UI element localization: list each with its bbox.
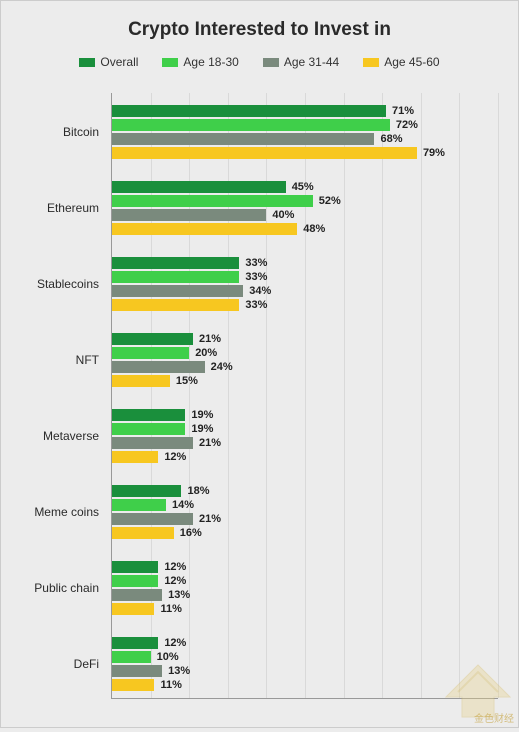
chart-title: Crypto Interested to Invest in — [21, 19, 498, 41]
gridline — [344, 93, 345, 698]
legend-item: Age 18-30 — [162, 55, 238, 69]
bar — [112, 561, 158, 573]
category-label: Metaverse — [43, 429, 99, 443]
bar-value-label: 21% — [199, 437, 221, 449]
bar — [112, 665, 162, 677]
bar — [112, 209, 266, 221]
bar-value-label: 68% — [380, 133, 402, 145]
category-label: Stablecoins — [37, 277, 99, 291]
category-label: DeFi — [74, 657, 99, 671]
bar — [112, 679, 154, 691]
bar-value-label: 10% — [157, 651, 179, 663]
bar — [112, 271, 239, 283]
legend-label: Age 18-30 — [183, 55, 238, 69]
legend: Overall Age 18-30 Age 31-44 Age 45-60 — [21, 55, 498, 69]
category-label: NFT — [76, 353, 99, 367]
bar — [112, 147, 417, 159]
bar — [112, 423, 185, 435]
bar — [112, 195, 313, 207]
bar — [112, 485, 181, 497]
legend-swatch — [363, 58, 379, 67]
bar-value-label: 48% — [303, 223, 325, 235]
plot-area: 71% 72% 68% 79% 45% 52% 40% 48% 33% 33% 34% 33% 21% 2… — [111, 93, 498, 699]
bar-value-label: 15% — [176, 375, 198, 387]
bar-value-label: 19% — [191, 409, 213, 421]
watermark-text: 金色财经 — [474, 710, 514, 725]
bar-value-label: 11% — [160, 679, 181, 691]
bar — [112, 223, 297, 235]
bar — [112, 119, 390, 131]
bar-value-label: 14% — [172, 499, 194, 511]
bar-value-label: 16% — [180, 527, 202, 539]
bar-value-label: 72% — [396, 119, 418, 131]
bar — [112, 513, 193, 525]
bar — [112, 299, 239, 311]
bar-value-label: 21% — [199, 513, 221, 525]
category-label: Public chain — [34, 581, 99, 595]
bar — [112, 181, 286, 193]
legend-item: Overall — [79, 55, 138, 69]
bar-value-label: 33% — [245, 299, 267, 311]
bar — [112, 651, 151, 663]
legend-label: Age 45-60 — [384, 55, 439, 69]
bar — [112, 437, 193, 449]
bar-value-label: 24% — [211, 361, 233, 373]
legend-swatch — [263, 58, 279, 67]
bar — [112, 589, 162, 601]
bar-value-label: 34% — [249, 285, 271, 297]
legend-label: Age 31-44 — [284, 55, 339, 69]
bar — [112, 361, 205, 373]
bar — [112, 637, 158, 649]
bar — [112, 333, 193, 345]
legend-swatch — [162, 58, 178, 67]
legend-item: Age 45-60 — [363, 55, 439, 69]
bar-value-label: 13% — [168, 589, 190, 601]
y-axis-labels: Bitcoin Ethereum Stablecoins NFT Metaverse Me… — [21, 93, 111, 699]
bar-value-label: 11% — [160, 603, 181, 615]
bar-value-label: 52% — [319, 195, 341, 207]
bar-value-label: 12% — [164, 451, 186, 463]
bar-value-label: 12% — [164, 575, 186, 587]
bar — [112, 133, 374, 145]
bar-value-label: 21% — [199, 333, 221, 345]
category-label: Meme coins — [34, 505, 99, 519]
bar-value-label: 40% — [272, 209, 294, 221]
bar-value-label: 20% — [195, 347, 217, 359]
chart-container: Crypto Interested to Invest in Overall Ag… — [1, 1, 518, 719]
bar — [112, 257, 239, 269]
bar-value-label: 33% — [245, 271, 267, 283]
gridline — [498, 93, 499, 698]
bar-value-label: 33% — [245, 257, 267, 269]
bar — [112, 603, 154, 615]
category-label: Bitcoin — [63, 125, 99, 139]
bar — [112, 575, 158, 587]
gridline — [459, 93, 460, 698]
bar-value-label: 12% — [164, 561, 186, 573]
bar-value-label: 18% — [187, 485, 209, 497]
bar — [112, 375, 170, 387]
bar-value-label: 13% — [168, 665, 190, 677]
chart-body: Bitcoin Ethereum Stablecoins NFT Metaverse Me… — [21, 93, 498, 699]
bar — [112, 499, 166, 511]
legend-label: Overall — [100, 55, 138, 69]
bar — [112, 347, 189, 359]
bar-value-label: 71% — [392, 105, 414, 117]
bar — [112, 451, 158, 463]
bar-value-label: 79% — [423, 147, 445, 159]
bar — [112, 285, 243, 297]
bar — [112, 409, 185, 421]
bar-value-label: 45% — [292, 181, 314, 193]
bar — [112, 105, 386, 117]
bar-value-label: 12% — [164, 637, 186, 649]
legend-item: Age 31-44 — [263, 55, 339, 69]
bar — [112, 527, 174, 539]
category-label: Ethereum — [47, 201, 99, 215]
gridline — [421, 93, 422, 698]
gridline — [382, 93, 383, 698]
legend-swatch — [79, 58, 95, 67]
bar-value-label: 19% — [191, 423, 213, 435]
